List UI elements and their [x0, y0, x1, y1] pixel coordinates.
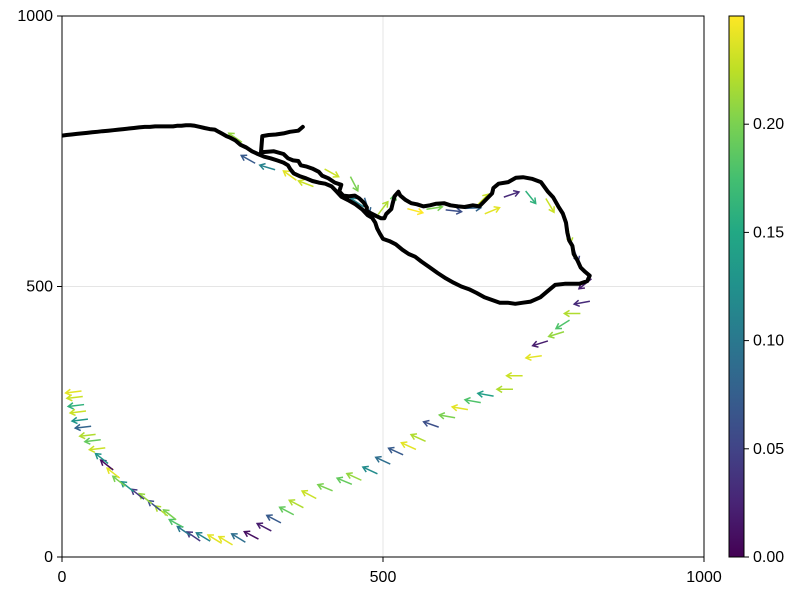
arrow-mark	[387, 446, 404, 456]
arrow-mark	[278, 506, 295, 516]
arrow-mark	[505, 371, 523, 380]
y-tick-label: 0	[44, 549, 53, 566]
arrow-mark	[349, 176, 359, 193]
trajectory-series	[62, 123, 592, 306]
y-tick-label: 500	[26, 279, 53, 296]
arrow-mark	[324, 168, 340, 178]
colorbar-tick-label: 0.15	[753, 224, 784, 241]
arrow-mark	[545, 198, 555, 214]
colorbar	[728, 15, 745, 558]
arrow-mark	[195, 532, 211, 542]
trajectory-line	[62, 123, 592, 306]
arrow-mark	[243, 530, 259, 540]
arrow-mark	[572, 299, 591, 308]
arrow-mark	[78, 431, 96, 440]
arrow-mark	[258, 162, 276, 171]
arrow-mark	[345, 472, 362, 481]
colorbar-axis: 0.00 0.05 0.10 0.15 0.20	[744, 116, 784, 566]
arrow-mark	[230, 533, 246, 543]
colorbar-tick-label: 0.05	[753, 441, 784, 458]
arrow-mark	[64, 388, 82, 397]
arrow-mark	[476, 390, 494, 398]
arrow-mark	[422, 419, 439, 428]
arrow-mark	[138, 492, 153, 505]
arrow-mark	[525, 190, 537, 205]
y-axis: 0 500 1000	[17, 8, 62, 566]
arrow-mark	[255, 522, 272, 532]
arrow-mark	[94, 452, 109, 465]
arrow-mark	[87, 445, 106, 453]
arrow-mark	[83, 437, 101, 445]
arrow-mark	[377, 200, 389, 215]
arrow-mark	[484, 206, 501, 215]
grid-lines	[62, 16, 704, 557]
arrow-mark	[176, 525, 192, 537]
arrow-mark	[168, 518, 184, 528]
arrow-mark	[374, 455, 391, 465]
arrow-mark	[407, 207, 425, 216]
arrow-mark	[562, 309, 581, 318]
x-tick-label: 0	[58, 569, 67, 586]
arrow-mark	[361, 465, 378, 475]
arrow-mark	[316, 483, 333, 492]
arrow-mark	[206, 534, 223, 544]
arrow-mark	[239, 154, 256, 164]
arrow-mark	[70, 416, 89, 425]
arrow-mark	[531, 340, 549, 348]
arrow-mark	[66, 402, 85, 410]
arrow-mark	[437, 412, 456, 420]
x-tick-label: 500	[370, 569, 397, 586]
arrow-mark	[450, 403, 469, 412]
x-tick-label: 1000	[686, 569, 722, 586]
arrow-mark	[445, 207, 463, 215]
arrow-mark	[282, 170, 297, 181]
arrow-mark	[409, 433, 426, 442]
arrow-mark	[300, 489, 317, 500]
colorbar-tick-label: 0.20	[753, 116, 784, 133]
arrow-mark	[68, 408, 87, 417]
arrow-mark	[185, 531, 201, 542]
arrow-mark	[554, 319, 570, 330]
colorbar-tick-label: 0.10	[753, 333, 784, 350]
arrow-mark	[120, 480, 135, 493]
arrow-mark	[335, 476, 353, 486]
colorbar-tick-label: 0.00	[753, 549, 784, 566]
arrow-mark	[495, 385, 513, 394]
arrow-mark	[400, 441, 417, 451]
arrow-mark	[463, 396, 481, 405]
arrow-mark	[65, 394, 83, 402]
arrow-mark	[503, 189, 521, 198]
x-axis: 0 500 1000	[58, 557, 722, 586]
y-tick-label: 1000	[17, 8, 53, 25]
arrow-mark	[287, 499, 304, 509]
arrow-mark	[524, 353, 542, 362]
arrow-mark	[73, 423, 92, 432]
arrow-mark	[297, 179, 314, 188]
arrow-mark	[265, 514, 282, 524]
arrow-field	[64, 132, 592, 546]
arrow-mark	[217, 535, 233, 546]
arrow-mark	[547, 331, 565, 339]
